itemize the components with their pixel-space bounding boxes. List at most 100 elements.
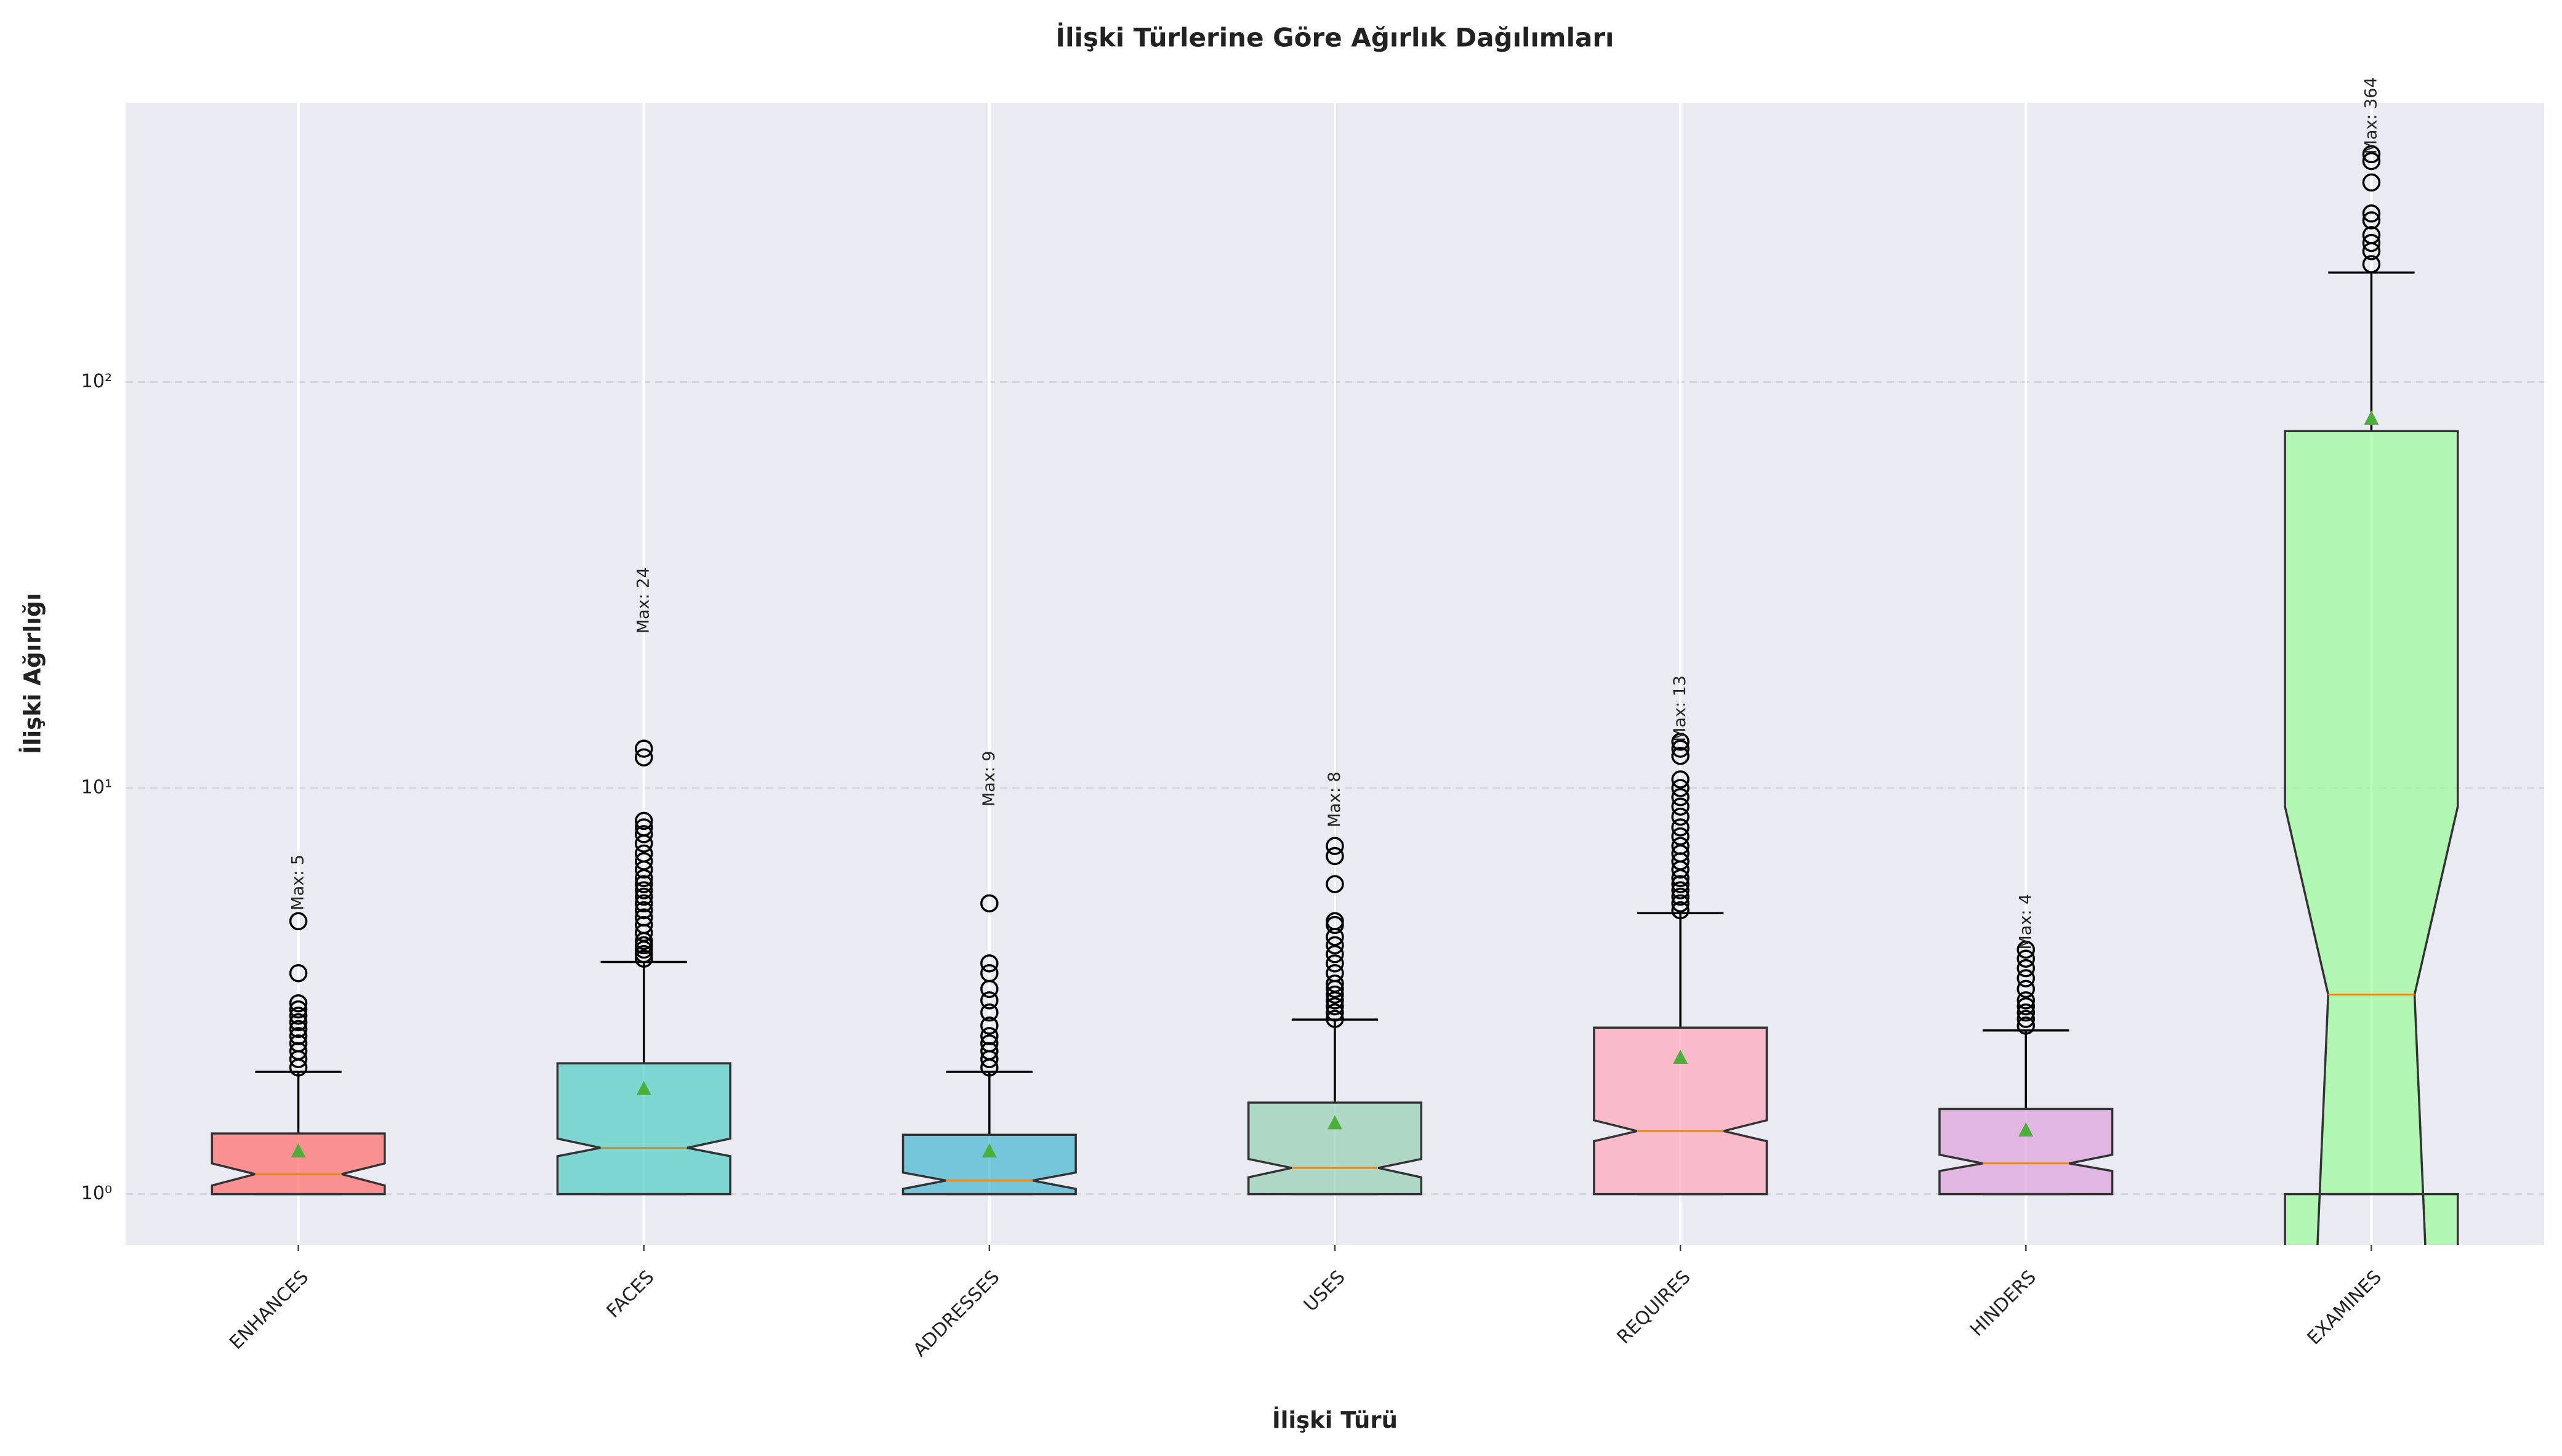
outlier — [1326, 985, 1344, 1004]
outlier — [2362, 145, 2381, 164]
x-tick-label: HINDERS — [1966, 1266, 2040, 1341]
outlier — [1326, 963, 1344, 983]
outlier — [634, 915, 653, 935]
outlier — [1671, 894, 1690, 913]
mean-marker — [2018, 1122, 2034, 1137]
outlier — [980, 1027, 999, 1045]
outlier — [289, 1007, 308, 1025]
outlier — [1326, 936, 1344, 955]
outlier — [1326, 954, 1344, 973]
outlier — [2016, 979, 2036, 999]
outlier — [2016, 991, 2036, 1010]
outlier — [1326, 912, 1344, 931]
box — [556, 1062, 731, 1196]
outlier — [634, 811, 653, 831]
outlier — [1326, 945, 1344, 963]
outlier — [1326, 1003, 1344, 1022]
x-tick-label: EXAMINES — [2303, 1266, 2386, 1349]
plot-group — [211, 103, 2459, 1245]
y-tick-label: 10¹ — [81, 777, 112, 798]
box — [901, 1133, 1077, 1196]
outlier — [289, 963, 308, 983]
outlier — [1326, 847, 1344, 866]
x-tick-label: REQUIRES — [1613, 1266, 1695, 1348]
max-annotation: Max: 5 — [289, 855, 308, 911]
outlier — [2362, 233, 2381, 252]
box — [1247, 1101, 1423, 1196]
max-annotation: Max: 13 — [1670, 675, 1690, 742]
outlier — [1326, 1010, 1344, 1028]
box — [2284, 430, 2459, 1245]
outlier — [1671, 733, 1690, 751]
outlier — [634, 739, 653, 758]
box — [1593, 1026, 1768, 1196]
outlier — [2016, 940, 2036, 959]
outlier — [289, 1020, 308, 1039]
outlier — [634, 825, 653, 843]
outlier — [980, 991, 999, 1010]
outlier — [634, 875, 653, 893]
mean-marker — [1673, 1050, 1688, 1064]
outlier — [634, 894, 653, 913]
outlier — [2362, 151, 2381, 171]
y-tick-label: 10⁰ — [81, 1183, 112, 1204]
outlier — [980, 963, 999, 983]
outlier — [2016, 969, 2036, 987]
outlier — [1671, 779, 1690, 797]
outlier — [634, 881, 653, 899]
mean-marker — [981, 1143, 997, 1158]
outlier — [2362, 226, 2381, 244]
outlier — [289, 912, 308, 931]
x-axis-label: İlişki Türü — [1272, 1407, 1398, 1434]
outlier — [1671, 818, 1690, 837]
outlier — [1326, 997, 1344, 1016]
outlier — [1671, 797, 1690, 816]
mean-marker — [291, 1143, 306, 1158]
box — [211, 1132, 386, 1196]
outlier — [634, 887, 653, 906]
box — [1938, 1108, 2114, 1196]
outlier — [1671, 787, 1690, 806]
outlier — [634, 945, 653, 963]
max-annotation: Max: 364 — [2361, 77, 2380, 154]
mean-marker — [2364, 410, 2379, 425]
mean-marker — [636, 1080, 651, 1095]
max-annotation: Max: 9 — [980, 751, 999, 807]
x-tick-label: ENHANCES — [225, 1266, 313, 1354]
outlier — [289, 1027, 308, 1045]
outlier — [1671, 807, 1690, 826]
chart-title: İlişki Türlerine Göre Ağırlık Dağılımlar… — [1056, 22, 1614, 53]
outlier — [2016, 1016, 2036, 1035]
outlier — [2362, 211, 2381, 230]
outlier — [1671, 887, 1690, 906]
outlier — [1671, 747, 1690, 765]
outlier — [1671, 901, 1690, 920]
outlier — [2016, 1003, 2036, 1022]
outlier — [1326, 837, 1344, 855]
outlier — [634, 949, 653, 968]
outlier — [980, 954, 999, 973]
x-tick-label: FACES — [603, 1266, 659, 1322]
outlier — [1671, 770, 1690, 789]
outlier — [2016, 949, 2036, 968]
outlier — [1671, 837, 1690, 855]
mean-marker — [1327, 1115, 1342, 1130]
max-annotation: Max: 24 — [634, 567, 653, 633]
outlier — [980, 1003, 999, 1022]
x-tick-label: ADDRESSES — [909, 1266, 1004, 1361]
max-annotation: Max: 8 — [1325, 771, 1344, 827]
x-tick-label: USES — [1300, 1266, 1350, 1316]
outlier — [980, 894, 999, 913]
y-axis-label: İlişki Ağırlığı — [19, 593, 46, 754]
outlier — [289, 1000, 308, 1019]
outlier — [634, 844, 653, 863]
outlier — [634, 818, 653, 837]
outlier — [2016, 1010, 2036, 1028]
outlier — [980, 1034, 999, 1053]
outlier — [289, 1034, 308, 1053]
outlier — [2362, 255, 2381, 273]
outlier — [1671, 881, 1690, 899]
outlier — [2362, 173, 2381, 192]
outlier — [1671, 827, 1690, 846]
